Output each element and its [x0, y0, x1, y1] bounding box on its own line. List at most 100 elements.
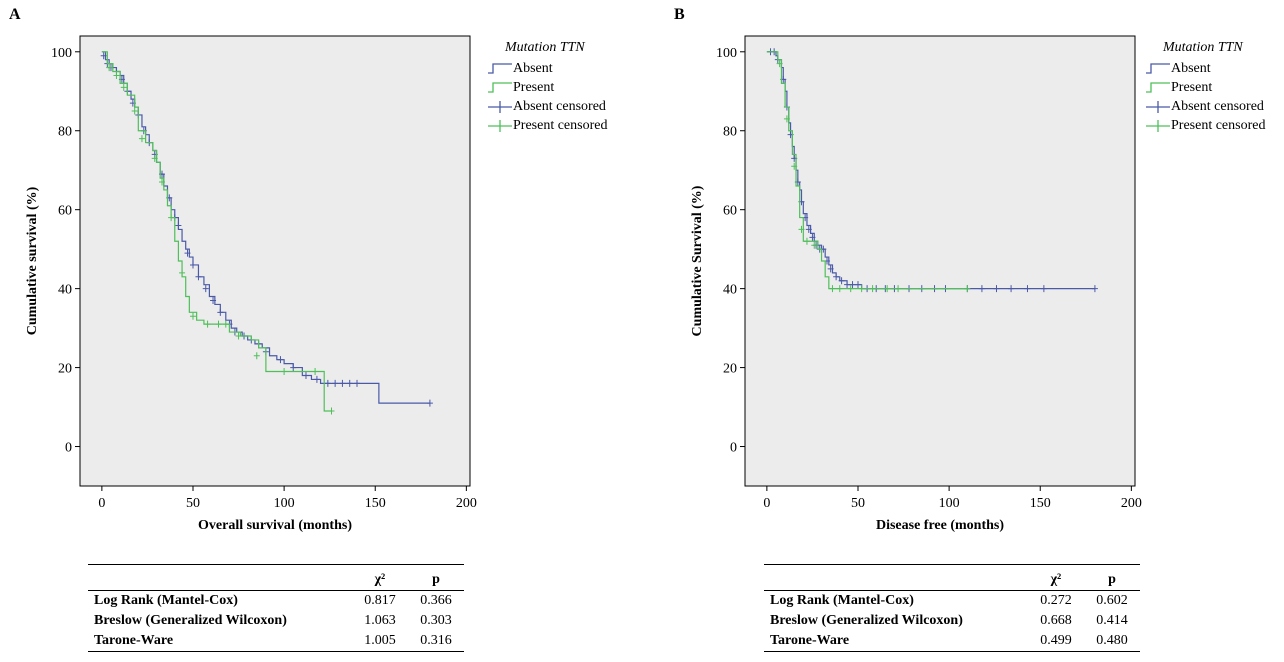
censor-mark-present	[222, 320, 229, 328]
p-value: 0.480	[1083, 631, 1140, 652]
legend-item-absent: Absent	[1145, 59, 1265, 78]
legend-label: Absent censored	[1171, 99, 1264, 114]
x-tick-label: 200	[1121, 496, 1142, 511]
censor-mark-absent	[195, 273, 202, 281]
survival-chart-a: 0 20 40 60 80 100 0 50 100 150 200 Overall survival…	[25, 35, 477, 533]
header-test	[764, 569, 1028, 591]
y-axis-label: Cumulative survival (%)	[25, 186, 40, 335]
stats-table-a: χ² p Log Rank (Mantel-Cox) 0.817 0.366 B…	[88, 564, 464, 652]
censor-mark-present	[168, 214, 175, 222]
chi2-value: 0.272	[1040, 593, 1072, 608]
survival-curve-present	[766, 51, 968, 290]
p-value: 0.366	[420, 593, 452, 608]
legend-label: Present	[1171, 80, 1213, 95]
y-tick-label: 20	[723, 362, 737, 377]
chi2-value: 0.817	[364, 593, 396, 608]
censor-mark-present	[159, 178, 166, 186]
legend-b: Mutation TTN Absent Present Absent censo…	[1145, 38, 1265, 135]
censor-mark-present	[895, 285, 902, 293]
censor-mark-present	[847, 285, 854, 293]
legend-item-absent: Absent	[487, 59, 607, 78]
p-value: 0.303	[420, 613, 452, 628]
censor-mark-present	[798, 225, 805, 233]
censor-mark-present	[829, 285, 836, 293]
censor-mark-absent	[189, 261, 196, 269]
x-tick-label: 150	[1030, 496, 1051, 511]
y-tick-label: 0	[730, 441, 737, 456]
legend-item-present-censored: Present censored	[487, 116, 607, 135]
table-row: Breslow (Generalized Wilcoxon) 1.063 0.3…	[88, 611, 464, 631]
censor-mark-present	[858, 285, 865, 293]
y-tick-label: 0	[65, 441, 72, 456]
censor-mark-present	[189, 312, 196, 320]
y-tick-label: 40	[723, 283, 737, 298]
y-tick-label: 60	[58, 204, 72, 219]
y-tick-label: 100	[51, 46, 72, 61]
censor-mark-absent	[332, 379, 339, 387]
chi2-value: 1.063	[364, 613, 396, 628]
step-line-icon	[1146, 62, 1170, 74]
p-value: 0.414	[1096, 613, 1128, 628]
censor-mark-present	[204, 320, 211, 328]
censor-mark-absent	[324, 379, 331, 387]
censor-mark-present	[884, 285, 891, 293]
plus-marker-icon	[488, 100, 512, 113]
table-row: Log Rank (Mantel-Cox) 0.817 0.366	[88, 591, 464, 612]
header-p: p	[407, 569, 464, 591]
censor-mark-absent	[809, 233, 816, 241]
censor-mark-present	[281, 368, 288, 376]
x-tick-label: 0	[763, 496, 770, 511]
censor-mark-absent	[1008, 285, 1015, 293]
censor-mark-absent	[184, 249, 191, 257]
p-value: 0.602	[1096, 593, 1128, 608]
survival-chart-b: 0 20 40 60 80 100 0 50 100 150 200 Disease free (mo…	[690, 35, 1142, 533]
censor-mark-absent	[302, 371, 309, 379]
censor-mark-absent	[978, 285, 985, 293]
censor-mark-present	[235, 332, 242, 340]
y-tick-label: 100	[716, 46, 737, 61]
legend-label: Present censored	[513, 118, 608, 133]
legend-title: Mutation TTN	[1163, 40, 1243, 55]
censor-mark-absent	[854, 281, 861, 289]
stats-table-b: χ² p Log Rank (Mantel-Cox) 0.272 0.602 B…	[764, 564, 1140, 652]
legend-item-present: Present	[487, 78, 607, 97]
censor-mark-absent	[346, 379, 353, 387]
test-name: Log Rank (Mantel-Cox)	[94, 593, 238, 608]
test-name: Breslow (Generalized Wilcoxon)	[94, 613, 287, 628]
legend-a: Mutation TTN Absent Present Absent censo…	[487, 38, 607, 135]
legend-label: Absent	[513, 61, 553, 76]
censor-mark-absent	[827, 265, 834, 273]
p-value: 0.316	[407, 631, 464, 652]
header-p: p	[1083, 569, 1140, 591]
censor-mark-present	[964, 285, 971, 293]
panel-b-letter: B	[674, 6, 685, 23]
test-name: Log Rank (Mantel-Cox)	[770, 593, 914, 608]
table-row: Log Rank (Mantel-Cox) 0.272 0.602	[764, 591, 1140, 612]
censor-mark-present	[131, 107, 138, 115]
censor-mark-absent	[1040, 285, 1047, 293]
censor-mark-present	[803, 237, 810, 245]
censor-mark-absent	[277, 356, 284, 364]
censor-mark-present	[179, 269, 186, 277]
y-tick-label: 80	[58, 125, 72, 140]
header-test	[88, 569, 352, 591]
censor-mark-absent	[290, 364, 297, 372]
x-tick-label: 0	[98, 496, 105, 511]
legend-title: Mutation TTN	[505, 40, 585, 55]
censor-mark-absent	[313, 375, 320, 383]
test-name: Breslow (Generalized Wilcoxon)	[770, 613, 963, 628]
censor-mark-absent	[1091, 285, 1098, 293]
censor-mark-present	[783, 115, 790, 123]
header-chi2: χ²	[351, 569, 408, 591]
censor-mark-present	[120, 83, 127, 91]
censor-mark-present	[811, 241, 818, 249]
test-name: Tarone-Ware	[764, 631, 1028, 652]
table-row: Tarone-Ware 0.499 0.480	[764, 631, 1140, 652]
legend-label: Present	[513, 80, 555, 95]
y-tick-label: 60	[723, 204, 737, 219]
legend-item-present: Present	[1145, 78, 1265, 97]
step-line-icon	[488, 81, 512, 93]
step-line-icon	[488, 62, 512, 74]
chi2-value: 0.668	[1040, 613, 1072, 628]
censor-mark-absent	[805, 225, 812, 233]
